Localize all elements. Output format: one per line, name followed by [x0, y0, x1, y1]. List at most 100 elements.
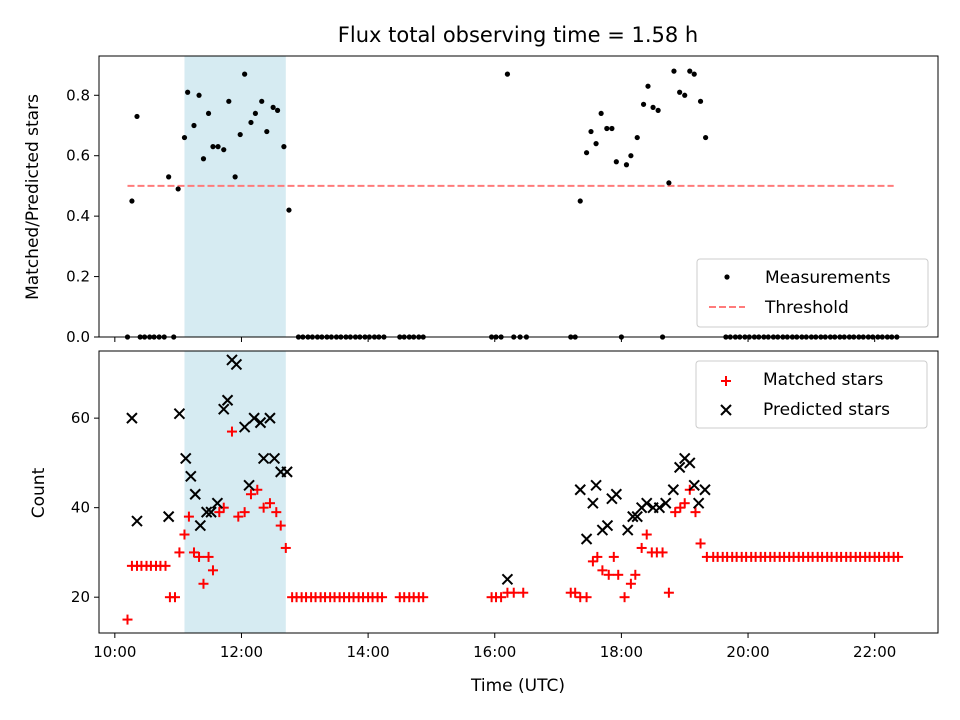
legend-predicted-marker	[720, 404, 732, 416]
matched-star-point	[239, 507, 250, 518]
predicted-x-b	[688, 479, 700, 491]
matched-star-point	[603, 569, 614, 580]
predicted-x-b	[631, 510, 643, 523]
matched-star-point	[174, 547, 185, 558]
matched-star-point	[570, 587, 581, 598]
predicted-x-b	[264, 412, 276, 424]
predicted-x-b	[180, 452, 192, 465]
predicted-x-b	[660, 497, 672, 509]
predicted-x-b	[131, 515, 143, 527]
measurement-point	[677, 89, 683, 95]
predicted-star-point	[601, 519, 614, 532]
measurement-point	[691, 71, 697, 77]
measurement-point	[634, 134, 640, 141]
legend-measurements-marker	[724, 274, 730, 280]
predicted-x-b	[587, 497, 599, 509]
predicted-x-b	[673, 461, 686, 474]
x-tick-label: 10:00	[93, 643, 136, 661]
matched-star-point	[663, 587, 674, 598]
measurement-point	[205, 110, 212, 117]
measurement-point	[237, 131, 243, 138]
predicted-star-point	[254, 416, 267, 429]
matched-star-point	[214, 507, 225, 518]
predicted-star-point	[660, 497, 672, 509]
measurement-point	[655, 107, 661, 113]
matched-star-point	[377, 592, 388, 603]
matched-star-point	[636, 542, 647, 553]
x-tick-label: 16:00	[473, 643, 516, 661]
predicted-star-point	[653, 501, 666, 514]
measurement-point	[215, 144, 221, 150]
measurement-point	[232, 174, 238, 180]
top-points-layer	[124, 68, 900, 340]
measurement-point	[504, 71, 511, 77]
measurement-point	[181, 134, 188, 141]
predicted-x-b	[173, 407, 186, 420]
measurement-point	[593, 141, 599, 147]
matched-star-point	[218, 502, 229, 513]
measurement-point	[697, 98, 704, 104]
bottom-legend-box	[695, 360, 928, 429]
top-y-axis-label: Matched/Predicted stars	[23, 94, 43, 300]
matched-star-point	[198, 578, 209, 589]
measurement-point	[248, 119, 254, 126]
matched-star-point	[613, 569, 624, 580]
predicted-star-point	[627, 510, 639, 523]
predicted-star-point	[631, 510, 643, 523]
predicted-x-b	[601, 519, 614, 532]
matched-star-point	[122, 614, 133, 625]
y-tick-label: 40	[71, 499, 90, 517]
predicted-star-point	[221, 394, 234, 406]
predicted-x-b	[692, 497, 705, 509]
predicted-star-point	[189, 488, 201, 500]
matched-star-point	[608, 551, 619, 562]
predicted-star-point	[610, 488, 623, 500]
shaded-interval	[184, 351, 286, 633]
matched-star-point	[657, 547, 668, 558]
predicted-x-b	[248, 412, 260, 424]
matched-star-point	[233, 511, 244, 522]
measurement-point	[191, 122, 197, 129]
predicted-star-point	[667, 484, 680, 496]
predicted-star-point	[501, 573, 514, 585]
matched-star-point	[160, 560, 171, 571]
bottom-axes-frame	[98, 350, 939, 634]
matched-star-point	[508, 587, 519, 598]
matched-star-point	[179, 529, 190, 540]
predicted-star-point	[185, 470, 197, 483]
measurement-point	[671, 68, 677, 74]
matched-star-point	[258, 502, 269, 513]
y-tick-label: 0.8	[66, 86, 90, 104]
predicted-star-point	[673, 461, 686, 474]
predicted-star-point	[264, 412, 276, 424]
x-tick-label: 12:00	[220, 643, 263, 661]
legend-predicted-label: Predicted stars	[763, 400, 890, 420]
bottom-legend: Matched stars Predicted stars	[695, 360, 928, 429]
predicted-x-b	[221, 394, 234, 406]
measurement-point	[221, 147, 227, 153]
measurement-point	[640, 101, 647, 107]
predicted-star-point	[692, 497, 705, 509]
measurement-point	[281, 144, 287, 150]
bottom-y-axis-label: Count	[29, 467, 49, 518]
predicted-x-b	[622, 524, 634, 536]
predicted-star-point	[580, 533, 593, 545]
measurement-point	[210, 144, 216, 150]
predicted-x-b	[257, 452, 270, 465]
ratio-panel: 0.0 0.2 0.4 0.6 0.8 Flux total observing tim…	[23, 23, 939, 346]
predicted-star-point	[281, 466, 293, 478]
top-x-ticks	[114, 337, 876, 342]
predicted-star-point	[268, 452, 281, 465]
predicted-x-b	[162, 510, 175, 523]
x-tick-label: 20:00	[726, 643, 769, 661]
bottom-y-ticks: 20 40 60	[71, 409, 99, 606]
matched-star-point	[630, 569, 641, 580]
x-tick-label: 14:00	[346, 643, 389, 661]
shaded-interval	[184, 56, 286, 337]
measurement-point	[286, 207, 292, 213]
matched-star-point	[194, 551, 205, 562]
measurement-point	[134, 113, 140, 120]
measurement-point	[242, 71, 248, 77]
bottom-x-ticks: 10:00 12:00 14:00 16:00 18:00 20:00 22:00	[93, 633, 896, 661]
predicted-x-b	[268, 452, 281, 465]
